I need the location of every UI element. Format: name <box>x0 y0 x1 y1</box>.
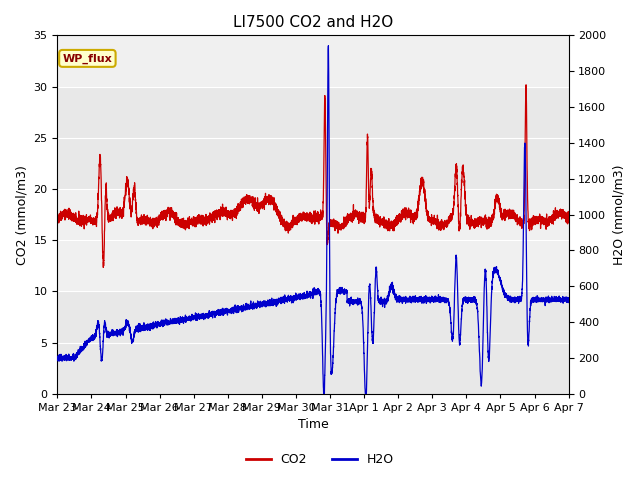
X-axis label: Time: Time <box>298 419 328 432</box>
Bar <box>58 189 568 291</box>
Title: LI7500 CO2 and H2O: LI7500 CO2 and H2O <box>233 15 393 30</box>
Text: WP_flux: WP_flux <box>63 53 112 63</box>
Bar <box>58 36 568 86</box>
Legend: CO2, H2O: CO2, H2O <box>241 448 399 471</box>
Y-axis label: H2O (mmol/m3): H2O (mmol/m3) <box>612 164 625 265</box>
Y-axis label: CO2 (mmol/m3): CO2 (mmol/m3) <box>15 165 28 264</box>
